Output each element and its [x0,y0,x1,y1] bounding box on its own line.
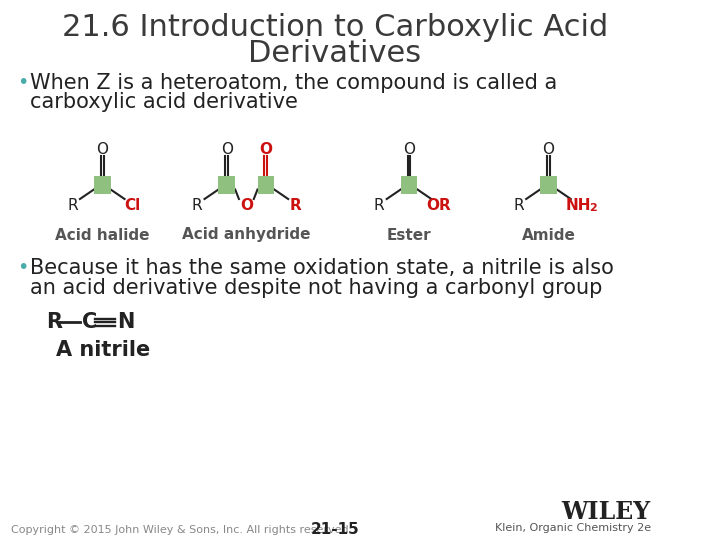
Text: O: O [259,141,272,157]
Text: N: N [117,312,135,332]
Text: Derivatives: Derivatives [248,38,421,68]
Text: 21-15: 21-15 [310,523,359,537]
Text: 2: 2 [590,203,597,213]
Text: an acid derivative despite not having a carbonyl group: an acid derivative despite not having a … [30,278,602,298]
Text: OR: OR [426,198,451,213]
Text: When Z is a heteroatom, the compound is called a: When Z is a heteroatom, the compound is … [30,73,557,93]
Text: Because it has the same oxidation state, a nitrile is also: Because it has the same oxidation state,… [30,258,613,278]
Text: carboxylic acid derivative: carboxylic acid derivative [30,92,297,112]
Text: O: O [403,141,415,157]
Text: •: • [17,73,28,92]
Text: WILEY: WILEY [562,500,651,524]
FancyBboxPatch shape [258,176,274,194]
Text: NH: NH [565,198,591,213]
Text: O: O [240,198,253,213]
Text: •: • [17,258,28,277]
FancyBboxPatch shape [218,176,235,194]
FancyBboxPatch shape [94,176,111,194]
Text: Cl: Cl [124,198,140,213]
Text: Ester: Ester [387,227,431,242]
FancyBboxPatch shape [400,176,418,194]
Text: O: O [221,141,233,157]
Text: Copyright © 2015 John Wiley & Sons, Inc. All rights reserved.: Copyright © 2015 John Wiley & Sons, Inc.… [11,525,352,535]
Text: Acid anhydride: Acid anhydride [182,227,310,242]
Text: R: R [374,198,384,213]
Text: Klein, Organic Chemistry 2e: Klein, Organic Chemistry 2e [495,523,651,533]
Text: R: R [289,198,302,213]
Text: C: C [82,312,97,332]
Text: R: R [192,198,202,213]
Text: Acid halide: Acid halide [55,227,150,242]
Text: O: O [542,141,554,157]
FancyBboxPatch shape [540,176,557,194]
Text: O: O [96,141,108,157]
Text: Amide: Amide [521,227,575,242]
Text: R: R [67,198,78,213]
Text: A nitrile: A nitrile [55,340,150,360]
Text: R: R [47,312,63,332]
Text: R: R [513,198,524,213]
Text: 21.6 Introduction to Carboxylic Acid: 21.6 Introduction to Carboxylic Acid [61,12,608,42]
